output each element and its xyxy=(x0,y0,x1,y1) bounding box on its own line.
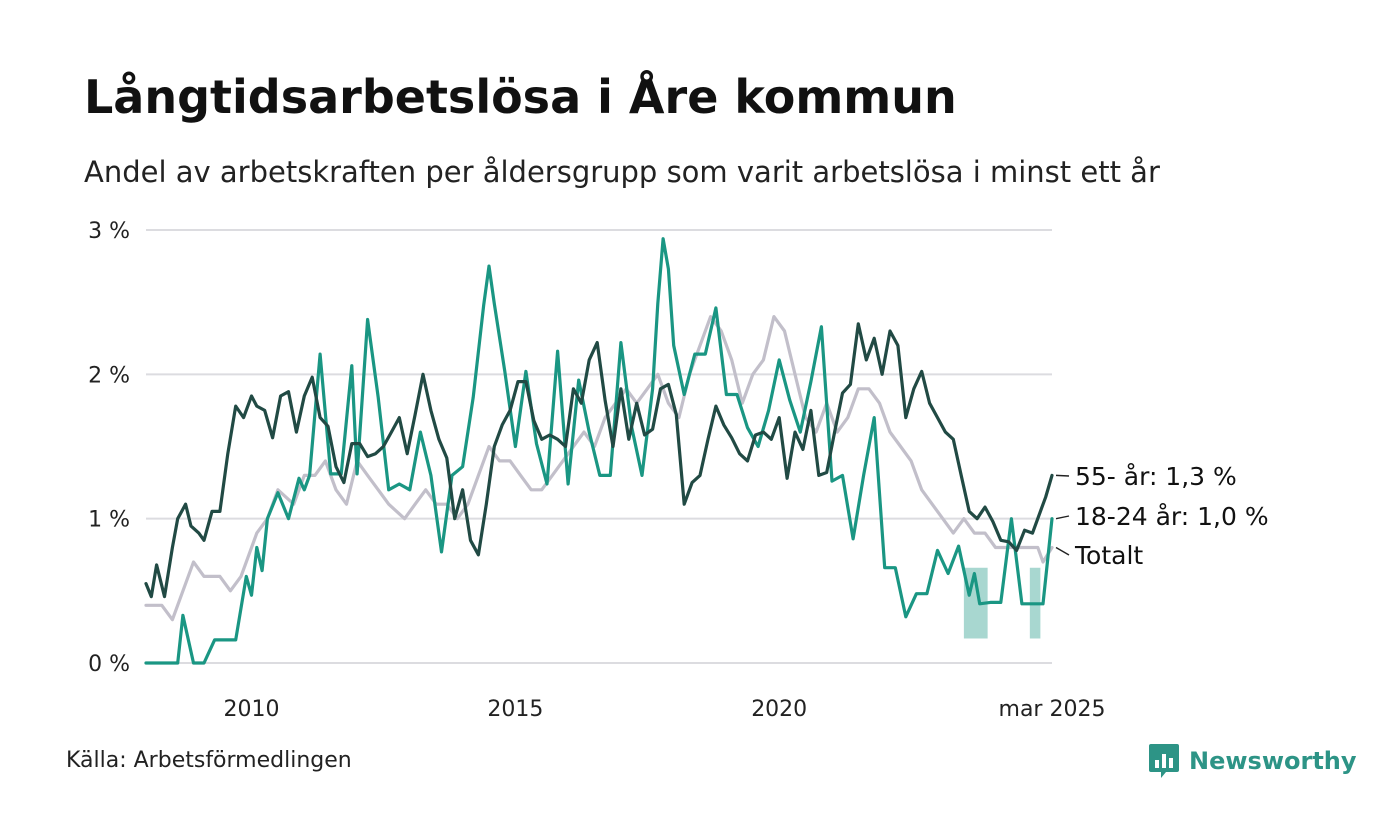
x-tick-label: 2010 xyxy=(224,697,280,722)
chart-title: Långtidsarbetslösa i Åre kommun xyxy=(84,70,957,124)
label-leader-line xyxy=(1055,546,1070,556)
x-tick-label: 2020 xyxy=(751,697,807,722)
series-labels: Totalt 18-24 år: 1,0 % 55- år: 1,3 % xyxy=(1055,462,1269,570)
y-axis: 0 % 1 % 2 % 3 % xyxy=(88,219,130,677)
series-label: Totalt xyxy=(1074,541,1143,570)
source-note: Källa: Arbetsförmedlingen xyxy=(66,748,352,773)
x-tick-label: 2015 xyxy=(487,697,543,722)
x-tick-label: mar 2025 xyxy=(999,697,1106,722)
y-tick-label: 0 % xyxy=(88,652,130,677)
series-line-18-24 år xyxy=(144,237,1054,665)
series-label: 55- år: 1,3 % xyxy=(1075,462,1237,491)
newsworthy-logo-icon xyxy=(1149,744,1179,778)
y-tick-label: 1 % xyxy=(88,508,130,533)
brand-logo: Newsworthy xyxy=(1148,742,1357,780)
y-tick-label: 2 % xyxy=(88,363,130,388)
x-axis: 2010 2015 2020 mar 2025 xyxy=(224,697,1106,722)
series-line-55- år xyxy=(144,322,1054,599)
series-label: 18-24 år: 1,0 % xyxy=(1075,502,1269,531)
series-lines xyxy=(144,237,1054,665)
brand-name: Newsworthy xyxy=(1189,747,1357,775)
uncertainty-band-0 xyxy=(963,567,988,639)
label-leader-line xyxy=(1055,474,1070,477)
y-tick-label: 3 % xyxy=(88,219,130,244)
chart-subtitle: Andel av arbetskraften per åldersgrupp s… xyxy=(84,155,1160,189)
label-leader-line xyxy=(1055,515,1070,520)
